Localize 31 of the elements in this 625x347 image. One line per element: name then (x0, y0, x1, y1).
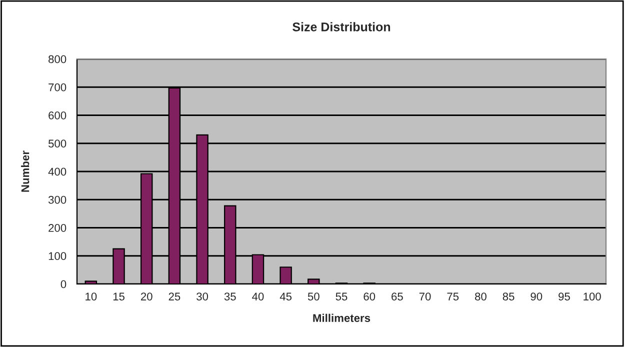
x-tick-label: 45 (280, 292, 292, 300)
x-tick-label: 80 (475, 292, 486, 300)
x-tick-label: 20 (140, 292, 152, 300)
y-axis-title: Number (21, 150, 30, 192)
x-tick-label: 40 (252, 292, 264, 300)
y-tick-label: 100 (48, 252, 66, 260)
x-tick-label: 25 (168, 292, 180, 300)
y-tick-label: 500 (48, 140, 66, 148)
x-tick-label: 30 (196, 292, 208, 300)
x-tick-label: 10 (86, 292, 97, 300)
y-tick-label: 0 (60, 280, 66, 288)
x-tick-label: 95 (558, 292, 570, 300)
x-tick-label: 35 (224, 292, 236, 300)
x-tick-label: 50 (308, 292, 320, 300)
y-tick-label: 400 (48, 168, 66, 176)
x-tick-label: 85 (502, 292, 514, 300)
y-tick-label: 700 (48, 83, 66, 92)
x-tick-label: 70 (419, 292, 431, 300)
y-tick-label: 800 (48, 55, 66, 64)
x-tick-label: 60 (364, 292, 376, 300)
x-tick-label: 65 (392, 292, 403, 300)
x-tick-label: 100 (584, 292, 601, 300)
y-tick-label: 200 (48, 224, 66, 232)
x-tick-label: 15 (113, 292, 124, 300)
x-tick-label: 90 (530, 292, 542, 300)
chart-title: Size Distribution (292, 22, 390, 32)
y-tick-label: 300 (48, 196, 66, 204)
x-tick-label: 55 (336, 292, 348, 300)
x-tick-label: 75 (447, 292, 459, 300)
y-tick-label: 600 (48, 112, 66, 120)
x-axis-title: Millimeters (313, 314, 370, 322)
